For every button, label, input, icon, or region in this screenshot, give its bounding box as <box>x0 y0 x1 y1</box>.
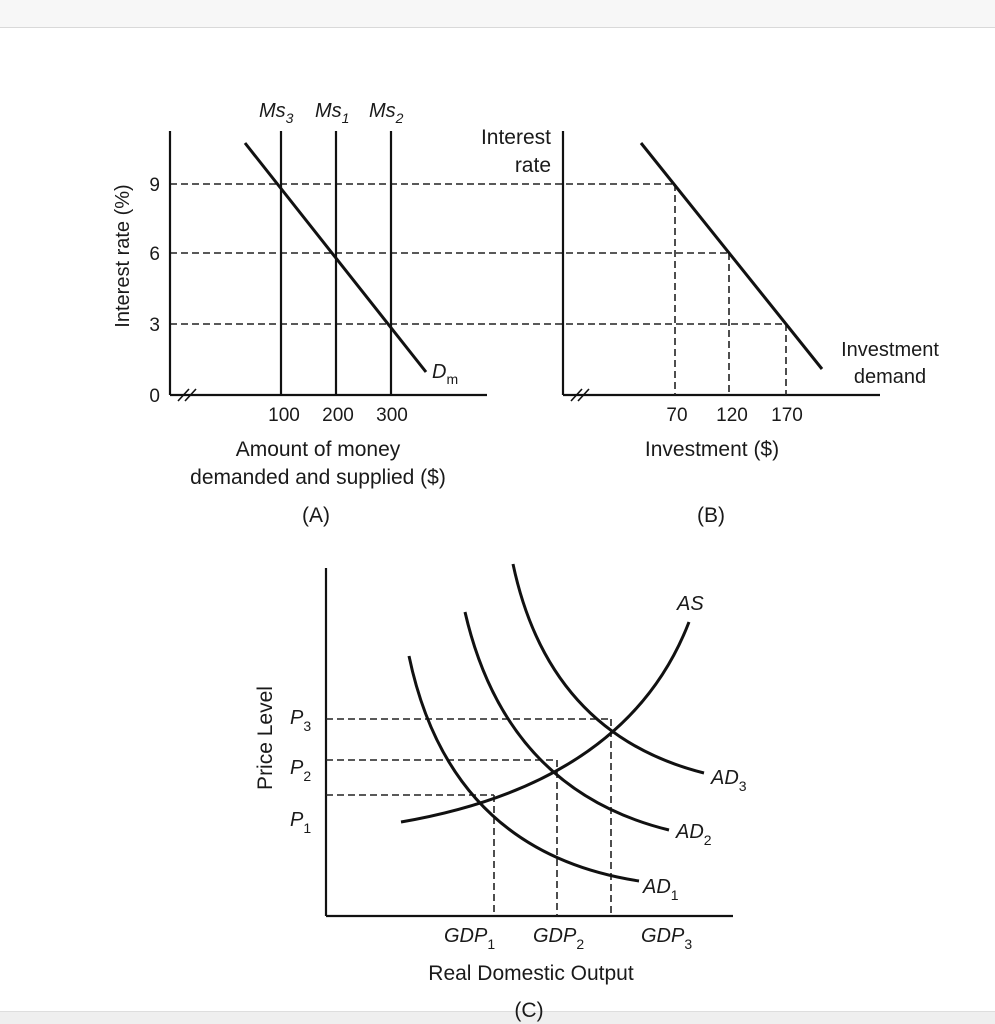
ad2-curve <box>463 611 670 832</box>
x-axis-title: Amount of money <box>236 438 401 461</box>
p1-label: P1 <box>290 809 311 836</box>
x-tick-label: 170 <box>771 405 803 426</box>
p2-label: P2 <box>290 757 311 784</box>
x-axis-title: Real Domestic Output <box>428 962 634 985</box>
y-tick-label: 0 <box>149 386 160 407</box>
ms2-label: Ms2 <box>369 100 404 126</box>
money-demand-curve <box>243 142 428 373</box>
panel-a: Ms3 Ms1 Ms2 Dm 0 3 6 9 100 200 300 Inter… <box>112 100 786 527</box>
x-tick-label: 70 <box>666 405 687 426</box>
y-axis-title: Interest rate (%) <box>112 184 134 327</box>
y-tick-label: 9 <box>149 175 160 196</box>
x-axis-title: demanded and supplied ($) <box>190 466 446 489</box>
panel-label: (B) <box>697 504 725 527</box>
panel-label: (A) <box>302 504 330 527</box>
axis-break-icon <box>570 388 590 402</box>
bottom-scroll-strip <box>0 1011 995 1024</box>
ms1-label: Ms1 <box>315 100 349 126</box>
y-axis-title: Interest <box>481 126 551 149</box>
ms3-label: Ms3 <box>259 100 294 126</box>
aggregate-supply-curve <box>400 621 691 824</box>
ad3-curve <box>511 563 705 775</box>
curve-label: demand <box>854 366 926 388</box>
investment-demand-curve <box>639 142 824 370</box>
y-tick-label: 3 <box>149 315 160 336</box>
x-tick-label: 100 <box>268 405 300 426</box>
top-toolbar <box>0 0 995 28</box>
curve-label: Investment <box>841 339 939 361</box>
as-label: AS <box>676 593 704 615</box>
x-tick-label: 200 <box>322 405 354 426</box>
dm-label: Dm <box>432 361 458 387</box>
x-axis-title: Investment ($) <box>645 438 779 461</box>
x-tick-label: 120 <box>716 405 748 426</box>
axis-break-icon <box>177 388 197 402</box>
y-tick-label: 6 <box>149 244 160 265</box>
panel-c: AS AD1 AD2 AD3 P3 P2 P1 GDP1 GDP2 GDP3 P… <box>254 563 747 1022</box>
gdp1-label: GDP1 <box>444 925 495 952</box>
p3-label: P3 <box>290 707 311 734</box>
ad1-label: AD1 <box>642 876 679 903</box>
panel-label: (C) <box>514 999 543 1022</box>
y-axis-title: Price Level <box>254 686 277 790</box>
x-tick-label: 300 <box>376 405 408 426</box>
gdp3-label: GDP3 <box>641 925 692 952</box>
ad3-label: AD3 <box>710 767 747 794</box>
ad1-curve <box>407 655 640 883</box>
panel-b: Interest rate Investment demand 70 120 1… <box>481 126 939 527</box>
ad2-label: AD2 <box>675 821 712 848</box>
y-axis-title: rate <box>515 154 551 177</box>
gdp2-label: GDP2 <box>533 925 584 952</box>
